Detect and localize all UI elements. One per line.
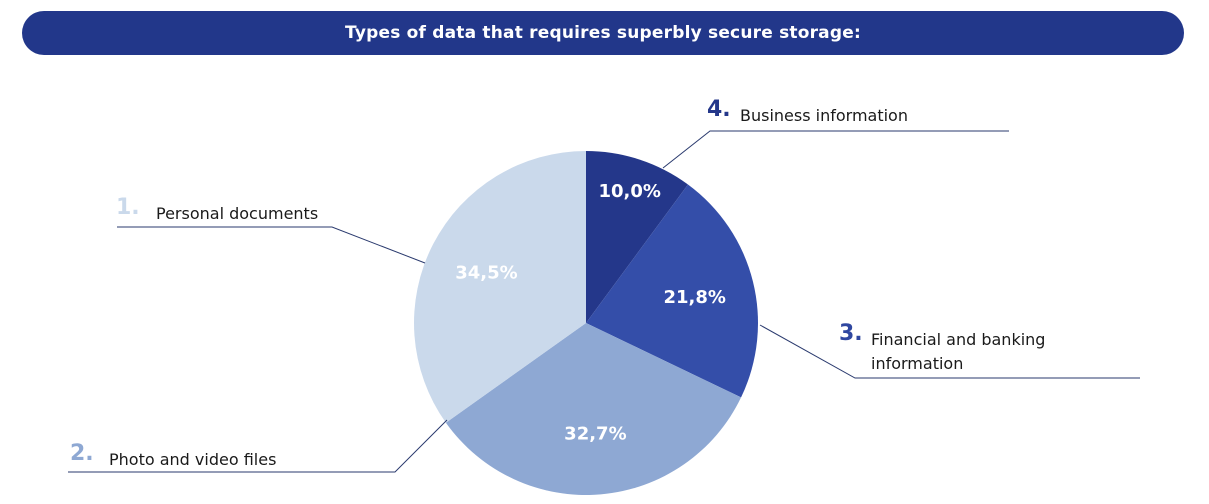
callout-label: Financial and banking information [871,330,1046,373]
slice-value-label: 10,0% [598,181,660,202]
slice-value-label: 21,8% [663,287,725,308]
callout-label: Photo and video files [109,450,277,469]
slice-value-label: 32,7% [564,424,626,445]
callout-photo-and-video-files: 2. Photo and video files [70,443,276,472]
callout-personal-documents: 1. Personal documents [116,197,318,226]
callout-number: 1. [116,195,140,220]
title-banner: Types of data that requires superbly sec… [22,11,1184,55]
callout-label: Business information [740,106,908,125]
pie-slice-personal-documents [414,151,586,423]
leader-line-business-information [662,130,1009,169]
leader-line-personal-documents [117,226,426,264]
pie-slice-photo-and-video-files [445,323,742,495]
pie-slice-business-information [586,151,688,323]
callout-label: Personal documents [156,204,319,223]
leader-line-photo-and-video-files [68,419,448,473]
pie-slice-financial-and-banking-information [586,184,758,398]
callout-number: 2. [70,441,94,466]
callout-number: 4. [707,97,731,122]
leader-line-financial-and-banking-information [759,324,1140,379]
chart-title: Types of data that requires superbly sec… [345,23,861,43]
callout-number: 3. [839,321,863,346]
slice-value-label: 34,5% [455,263,517,284]
callout-financial-and-banking-information: 3. Financial and banking information [839,323,1045,376]
callout-business-information: 4. Business information [707,99,908,128]
